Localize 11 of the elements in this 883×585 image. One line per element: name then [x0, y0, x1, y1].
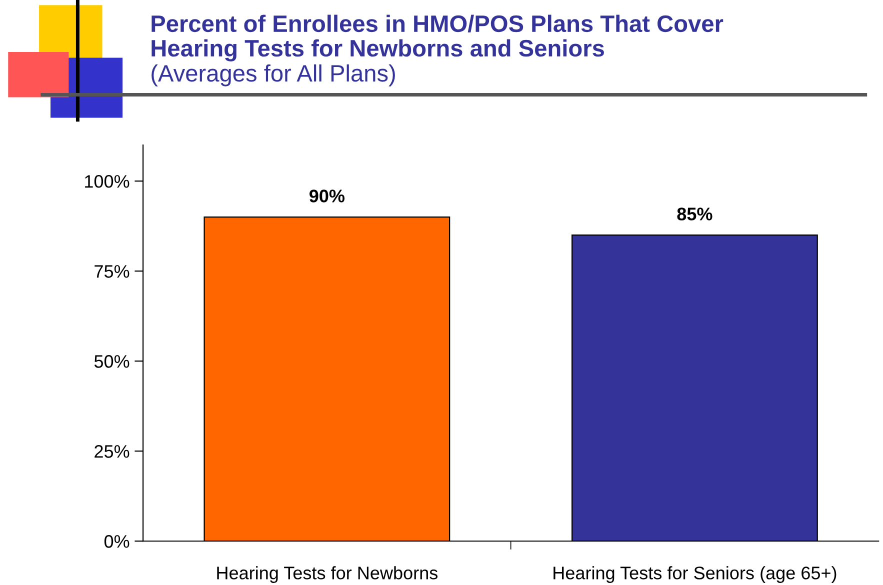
y-tick-label: 50% [94, 355, 130, 368]
y-tick-label: 0% [104, 535, 130, 548]
data-label: 85% [677, 208, 712, 220]
x-tick-label: Hearing Tests for Newborns [217, 566, 438, 583]
chart-title: Percent of Enrollees in HMO/POS Plans That Cover Hearing Tests for Newborns and Seniors [152, 14, 724, 62]
y-tick-label: 75% [94, 265, 130, 278]
y-tick-label: 25% [94, 445, 130, 458]
x-tick-label: Hearing Tests for Seniors (age 65+) [554, 566, 836, 583]
chart-subtitle: (Averages for All Plans) [152, 64, 395, 86]
data-label: 90% [309, 190, 345, 202]
y-tick-label: 100% [85, 175, 130, 188]
